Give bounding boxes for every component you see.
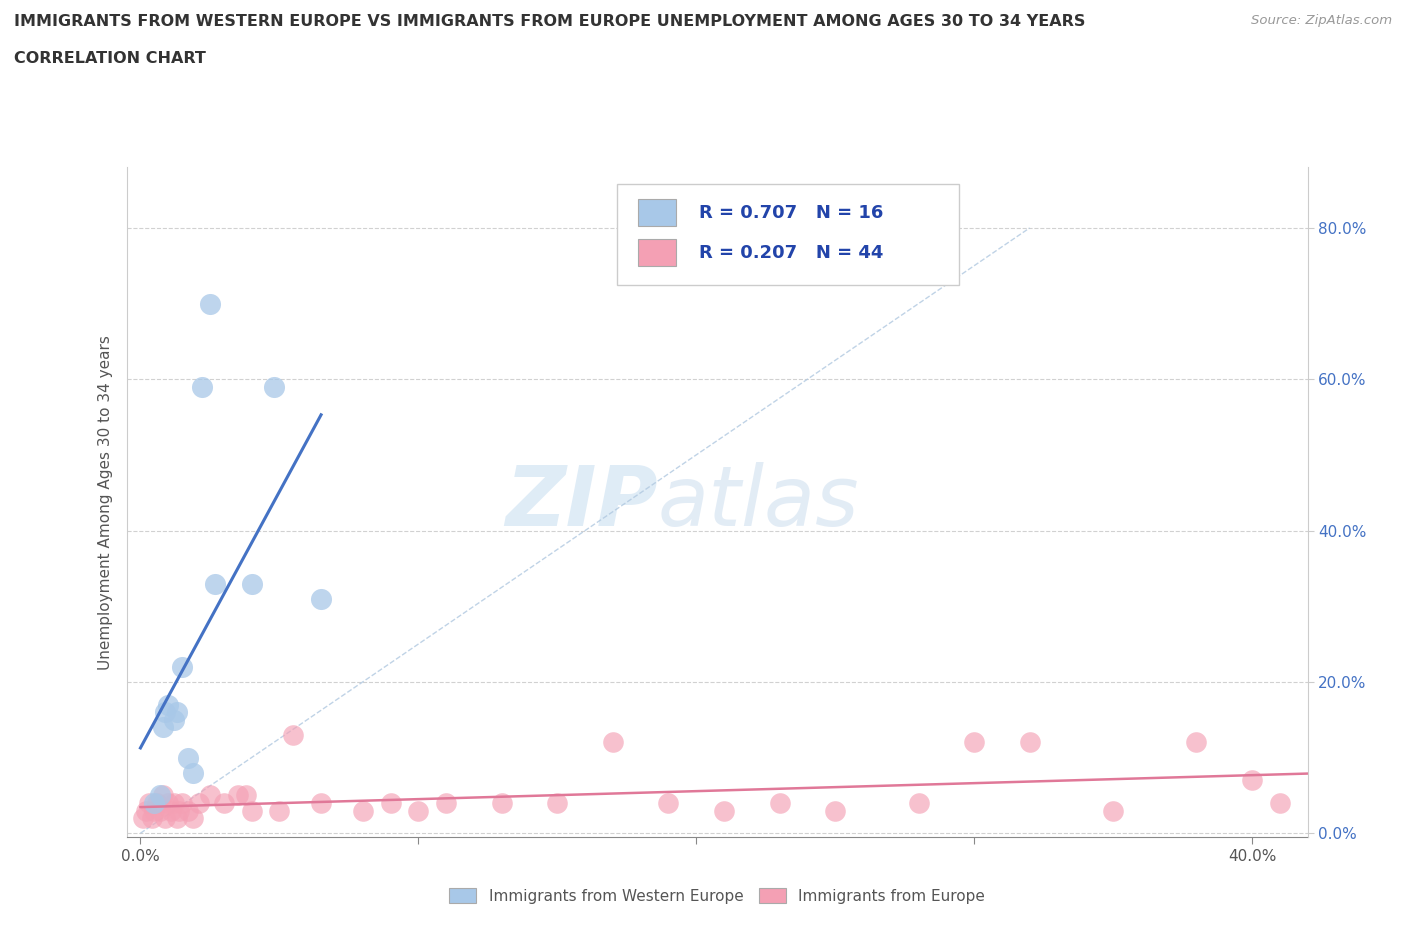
- Point: [309, 591, 332, 606]
- Point: [1268, 795, 1291, 810]
- FancyBboxPatch shape: [617, 184, 959, 285]
- Point: [309, 795, 332, 810]
- Text: Source: ZipAtlas.com: Source: ZipAtlas.com: [1251, 14, 1392, 27]
- Text: IMMIGRANTS FROM WESTERN EUROPE VS IMMIGRANTS FROM EUROPE UNEMPLOYMENT AMONG AGES: IMMIGRANTS FROM WESTERN EUROPE VS IMMIGR…: [14, 14, 1085, 29]
- Point: [1240, 773, 1263, 788]
- Text: R = 0.707   N = 16: R = 0.707 N = 16: [699, 204, 884, 222]
- Point: [657, 795, 679, 810]
- Point: [907, 795, 929, 810]
- Point: [240, 804, 263, 818]
- Point: [190, 379, 212, 394]
- Point: [408, 804, 430, 818]
- Point: [824, 804, 846, 818]
- Point: [263, 379, 285, 394]
- Point: [198, 296, 221, 311]
- Point: [132, 811, 155, 826]
- Point: [138, 795, 160, 810]
- Point: [169, 804, 191, 818]
- Point: [141, 811, 163, 826]
- Legend: Immigrants from Western Europe, Immigrants from Europe: Immigrants from Western Europe, Immigran…: [443, 882, 991, 910]
- Point: [152, 788, 174, 803]
- Point: [602, 735, 624, 750]
- Point: [152, 720, 174, 735]
- Y-axis label: Unemployment Among Ages 30 to 34 years: Unemployment Among Ages 30 to 34 years: [98, 335, 114, 670]
- Point: [352, 804, 374, 818]
- Point: [269, 804, 291, 818]
- Point: [187, 795, 209, 810]
- Point: [172, 659, 194, 674]
- Point: [198, 788, 221, 803]
- Point: [768, 795, 790, 810]
- Text: R = 0.207   N = 44: R = 0.207 N = 44: [699, 244, 884, 262]
- Point: [176, 804, 198, 818]
- Point: [204, 576, 226, 591]
- Point: [491, 795, 513, 810]
- Point: [143, 795, 166, 810]
- Point: [149, 788, 172, 803]
- Point: [163, 712, 186, 727]
- Point: [1185, 735, 1208, 750]
- Point: [283, 727, 305, 742]
- Point: [1102, 804, 1125, 818]
- Text: ZIP: ZIP: [505, 461, 658, 543]
- FancyBboxPatch shape: [638, 199, 676, 226]
- Point: [146, 795, 169, 810]
- Point: [157, 795, 180, 810]
- FancyBboxPatch shape: [638, 239, 676, 266]
- Point: [181, 811, 204, 826]
- Point: [166, 811, 188, 826]
- Point: [143, 804, 166, 818]
- Point: [157, 698, 180, 712]
- Point: [963, 735, 986, 750]
- Point: [172, 795, 194, 810]
- Point: [235, 788, 257, 803]
- Point: [546, 795, 568, 810]
- Text: atlas: atlas: [658, 461, 859, 543]
- Point: [135, 804, 157, 818]
- Point: [166, 705, 188, 720]
- Point: [380, 795, 402, 810]
- Point: [226, 788, 249, 803]
- Point: [149, 804, 172, 818]
- Point: [434, 795, 457, 810]
- Point: [212, 795, 235, 810]
- Point: [240, 576, 263, 591]
- Point: [155, 705, 177, 720]
- Point: [155, 811, 177, 826]
- Point: [176, 751, 198, 765]
- Point: [160, 804, 183, 818]
- Point: [713, 804, 735, 818]
- Point: [163, 795, 186, 810]
- Text: CORRELATION CHART: CORRELATION CHART: [14, 51, 205, 66]
- Point: [181, 765, 204, 780]
- Point: [1018, 735, 1040, 750]
